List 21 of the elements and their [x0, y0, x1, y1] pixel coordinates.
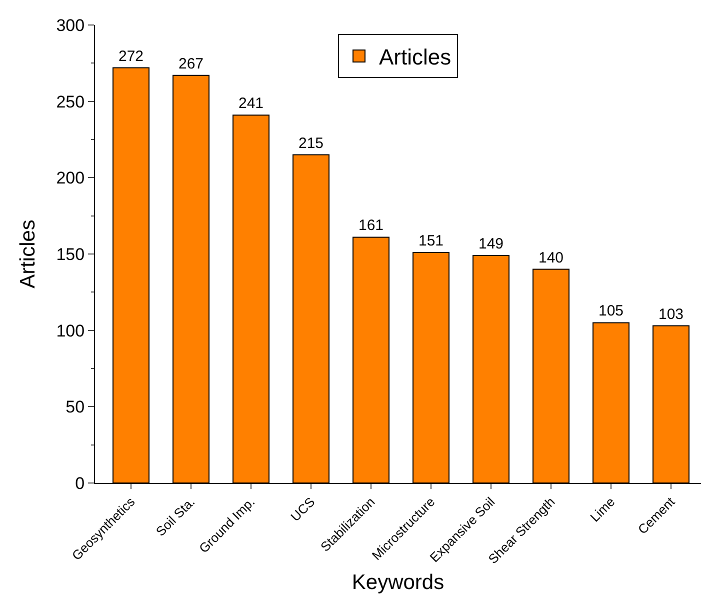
- data-label: 241: [238, 95, 264, 112]
- data-label: 149: [478, 236, 504, 253]
- y-tick-label: 50: [66, 398, 85, 417]
- y-tick-label: 250: [56, 92, 85, 112]
- y-tick-label: 300: [56, 16, 85, 35]
- data-label: 215: [298, 134, 324, 152]
- y-tick-label: 0: [75, 474, 85, 493]
- x-axis-title: Keywords: [352, 570, 444, 594]
- data-label: 103: [658, 306, 684, 323]
- legend-label: Articles: [379, 44, 452, 70]
- data-label: 140: [538, 249, 564, 266]
- data-label: 151: [418, 232, 444, 250]
- data-label: 161: [358, 217, 384, 234]
- data-label: 105: [598, 302, 624, 320]
- x-tick-label: Soil Sta.: [152, 494, 198, 540]
- data-label: 267: [178, 55, 204, 72]
- y-axis-title: Articles: [16, 220, 40, 288]
- data-label: 272: [118, 48, 144, 65]
- y-tick-label: 200: [56, 168, 85, 188]
- y-tick-label: 150: [56, 244, 85, 264]
- y-tick-label: 100: [56, 321, 85, 340]
